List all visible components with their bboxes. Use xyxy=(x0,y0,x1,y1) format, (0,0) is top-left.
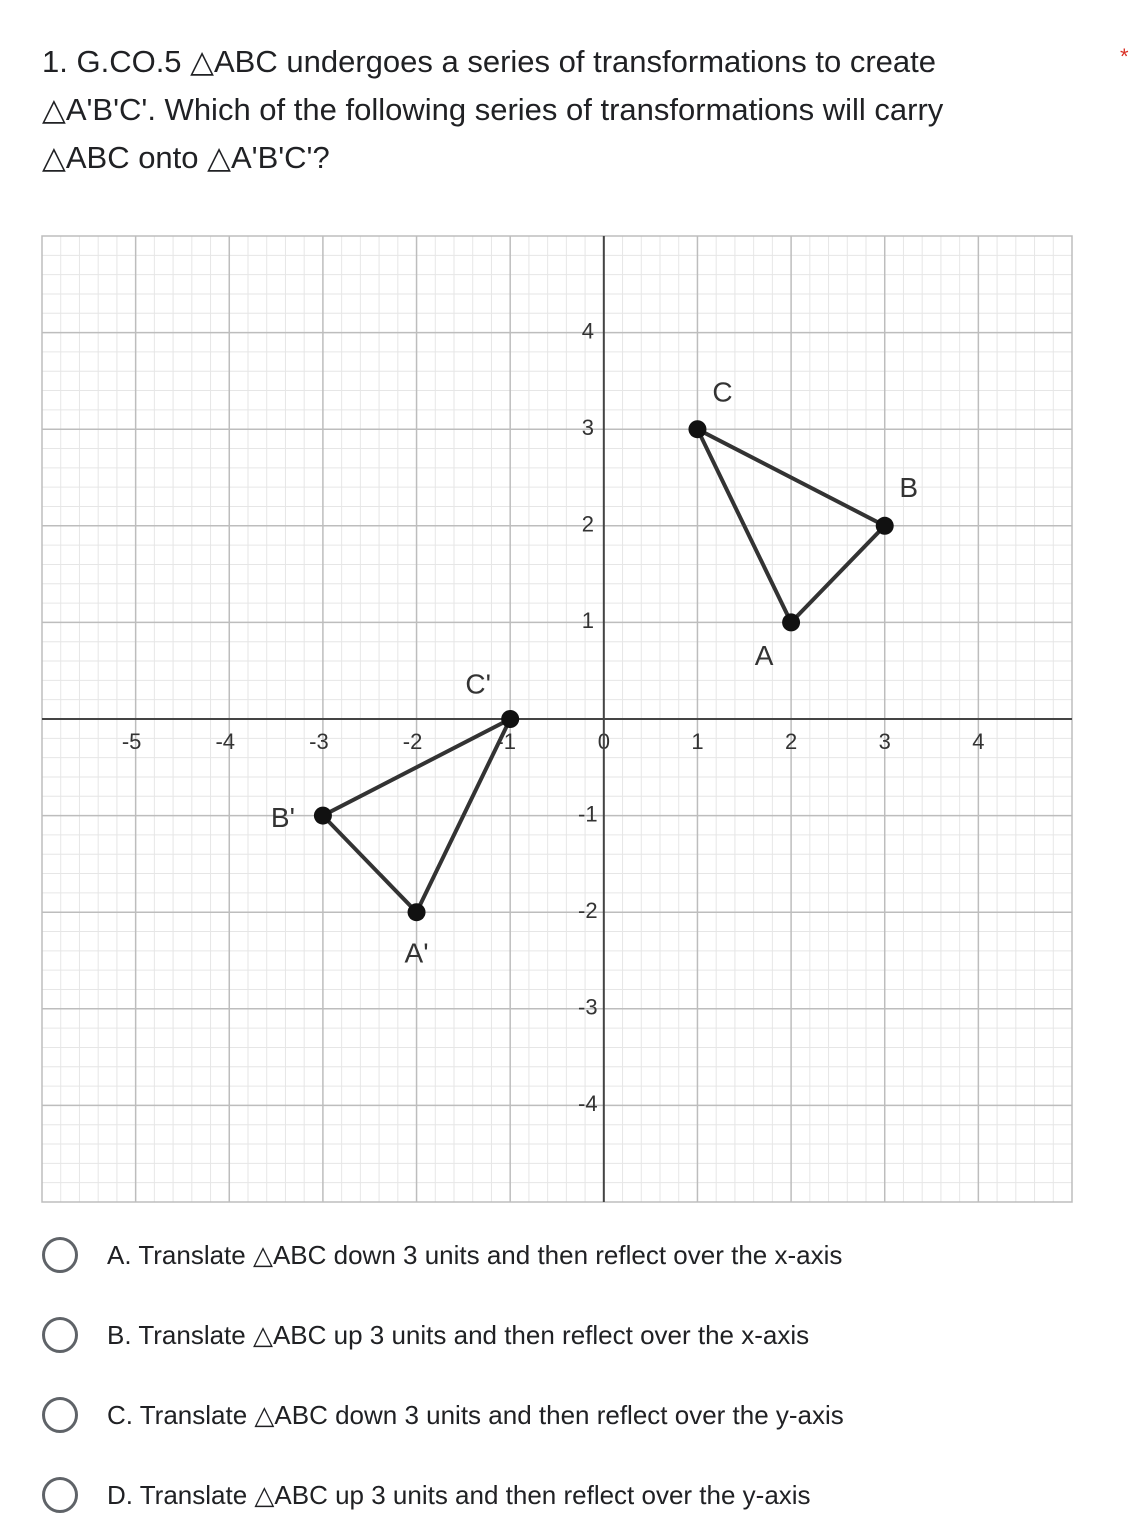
x-tick-label: 4 xyxy=(972,729,984,754)
y-tick-label: -1 xyxy=(578,801,598,826)
vertex xyxy=(875,516,894,535)
y-tick-label: 3 xyxy=(582,415,594,440)
triangle xyxy=(319,714,515,916)
vertex xyxy=(782,613,801,632)
radio-button[interactable] xyxy=(42,1477,78,1513)
vertex-label: A' xyxy=(405,938,429,969)
radio-button[interactable] xyxy=(42,1237,78,1273)
y-tick-label: -2 xyxy=(578,898,598,923)
option-label[interactable]: A. Translate △ABC down 3 units and then … xyxy=(107,1239,843,1270)
option[interactable]: D. Translate △ABC up 3 units and then re… xyxy=(42,1473,811,1517)
x-tick-label: -5 xyxy=(122,729,142,754)
radio-button[interactable] xyxy=(42,1317,78,1353)
y-tick-label: 2 xyxy=(582,512,594,537)
option[interactable]: B. Translate △ABC up 3 units and then re… xyxy=(42,1313,809,1357)
question-line: 1. G.CO.5 △ABC undergoes a series of tra… xyxy=(42,44,936,79)
question-line: △A'B'C'. Which of the following series o… xyxy=(42,92,944,127)
option-label[interactable]: C. Translate △ABC down 3 units and then … xyxy=(107,1399,844,1430)
vertex-label: B' xyxy=(271,802,295,833)
y-tick-label: 1 xyxy=(582,608,594,633)
triangle xyxy=(693,424,889,626)
vertex xyxy=(688,420,707,439)
question-line: △ABC onto △A'B'C'? xyxy=(42,140,330,175)
x-tick-label: -3 xyxy=(309,729,329,754)
vertex-label: C' xyxy=(465,668,491,699)
option-label[interactable]: B. Translate △ABC up 3 units and then re… xyxy=(107,1319,810,1350)
x-tick-label: -4 xyxy=(215,729,235,754)
vertex-label: A xyxy=(755,640,774,671)
option[interactable]: C. Translate △ABC down 3 units and then … xyxy=(42,1393,844,1437)
x-tick-label: 2 xyxy=(785,729,797,754)
vertex-label: C xyxy=(712,377,732,408)
vertex xyxy=(313,806,332,825)
x-tick-label: 3 xyxy=(879,729,891,754)
y-tick-label: -3 xyxy=(578,995,598,1020)
radio-button[interactable] xyxy=(42,1397,78,1433)
y-tick-label: -4 xyxy=(578,1091,598,1116)
y-tick-label: 4 xyxy=(582,318,594,343)
x-tick-label: -2 xyxy=(403,729,423,754)
required-mark: * xyxy=(1120,44,1129,69)
option[interactable]: A. Translate △ABC down 3 units and then … xyxy=(42,1233,842,1277)
vertex xyxy=(501,710,520,728)
vertex-label: B xyxy=(899,472,918,503)
option-label[interactable]: D. Translate △ABC up 3 units and then re… xyxy=(107,1479,811,1510)
x-tick-label: 1 xyxy=(691,729,703,754)
vertex xyxy=(407,903,426,922)
